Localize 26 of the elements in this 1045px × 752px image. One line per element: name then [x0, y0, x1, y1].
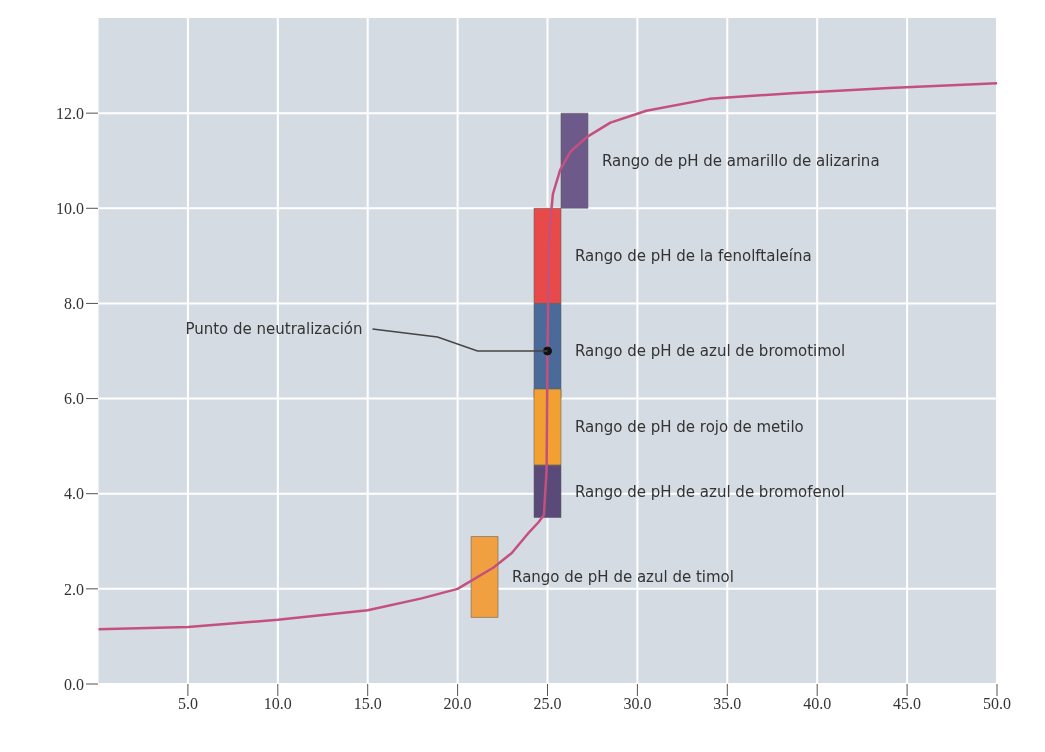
y-tick-label: 12.0 [56, 104, 84, 122]
x-tick-label: 50.0 [983, 695, 1011, 713]
x-tick-label: 40.0 [803, 695, 832, 713]
x-tick-label: 30.0 [623, 695, 652, 713]
y-tick-label: 4.0 [64, 485, 84, 503]
y-tick-label: 2.0 [64, 580, 84, 598]
bar [470, 536, 499, 618]
x-tick-label: 5.0 [177, 695, 198, 713]
x-tick-label: 10.0 [263, 695, 292, 713]
series-label: Rango de pH de la fenolftaleína [574, 247, 812, 266]
y-tick-label: 8.0 [64, 295, 84, 313]
y-tick-label: 6.0 [64, 390, 84, 408]
y-tick-label: 0.0 [64, 675, 84, 693]
x-tick-label: 45.0 [893, 695, 922, 713]
series-label: Rango de pH de azul de timol [512, 568, 734, 587]
series-label: Rango de pH de rojo de metilo [574, 418, 804, 437]
series-label: Rango de pH de azul de bromotimol [574, 342, 846, 361]
x-tick-label: 25.0 [533, 695, 562, 713]
y-tick-label: 10.0 [56, 199, 84, 217]
annotation: Punto de neutralización [185, 319, 363, 338]
line-series [98, 81, 997, 631]
series-label: Rango de pH de azul de bromofenol [574, 482, 845, 501]
x-tick-label: 15.0 [353, 695, 382, 713]
x-tick-label: 35.0 [713, 695, 742, 713]
series-label: Rango de pH de amarillo de alizarina [601, 152, 880, 171]
x-tick-label: 20.0 [443, 695, 472, 713]
